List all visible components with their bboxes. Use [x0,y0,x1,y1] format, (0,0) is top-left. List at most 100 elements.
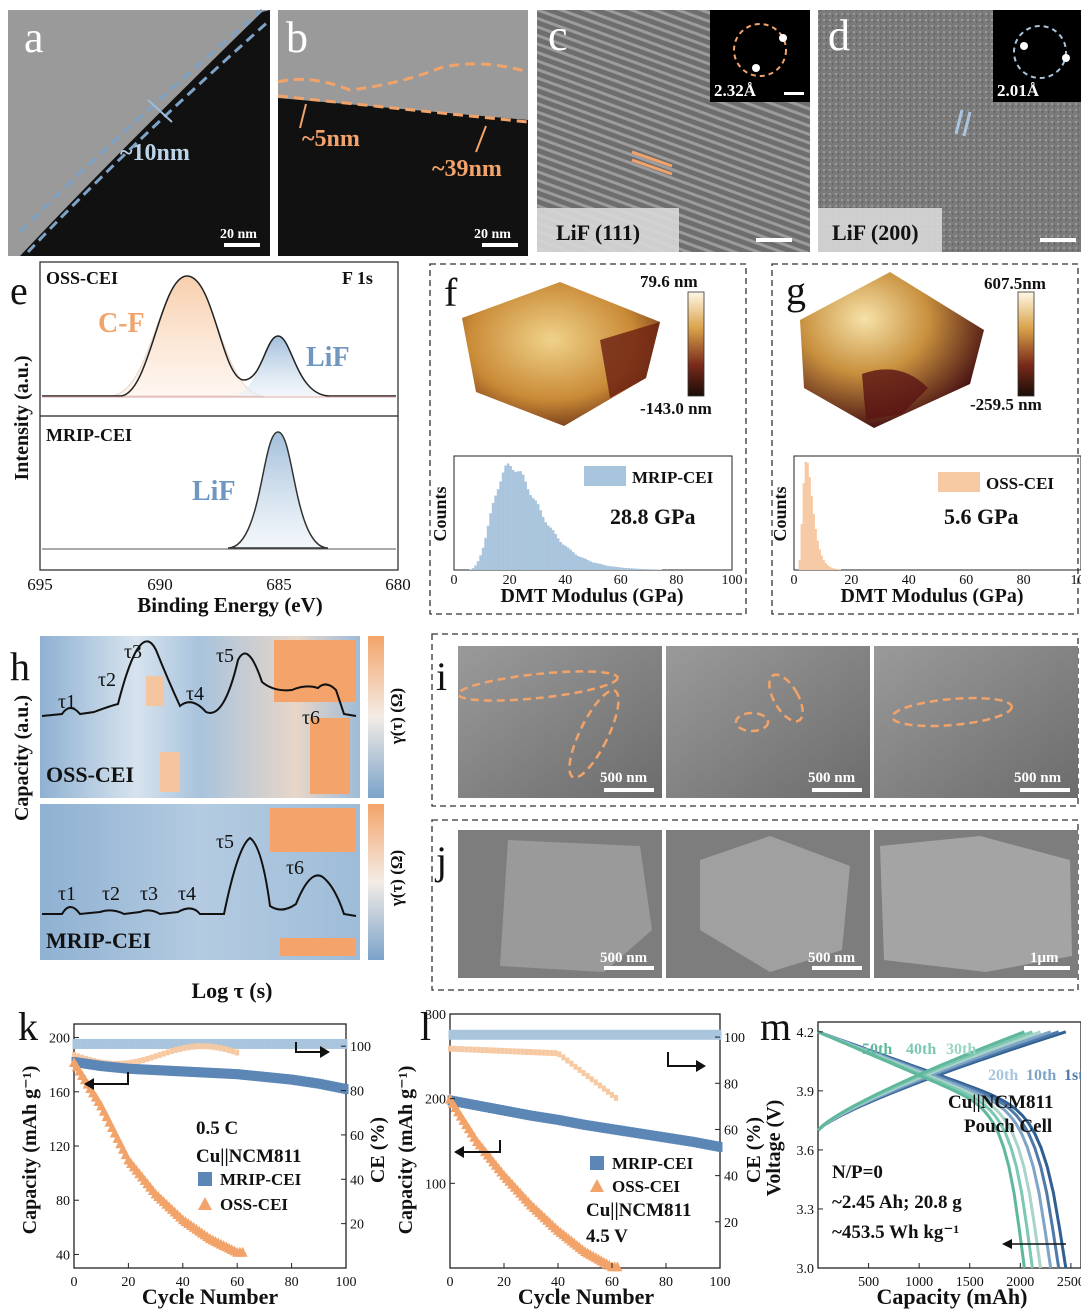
ce-point-mrip [459,1029,463,1040]
histogram-bar [802,483,805,570]
drt-curve-top [41,640,357,717]
ce-point-mrip [626,1029,630,1040]
x-tick: 60 [230,1275,244,1290]
ce-point-oss [227,1047,232,1054]
capacity-point-mrip [566,1116,572,1127]
ce-point-oss [533,1049,538,1056]
y-axis-label: Voltage (V) [763,1100,785,1196]
ce-point-mrip [707,1029,711,1040]
ce-point-oss [76,1053,81,1060]
y2-tick: 40 [350,1173,364,1188]
ce-point-mrip [107,1038,111,1049]
capacity-point-mrip [308,1077,314,1088]
arrow-b2 [475,125,487,153]
histogram-bar [629,568,633,570]
panel-letter: b [286,13,308,62]
histogram-bar [639,568,643,570]
color-bar-g [1017,291,1035,397]
ce-point-oss [504,1048,509,1055]
ce-point-mrip [118,1038,122,1049]
plane-label-box-d [818,208,942,252]
cbar-min-g: -259.5 nm [970,395,1042,414]
x-tick: 0 [451,573,458,588]
sample-label-top: OSS-CEI [46,762,134,787]
ce-point-mrip [339,1038,343,1049]
capacity-point-mrip [109,1062,115,1073]
ce-point-mrip [186,1038,190,1049]
ce-point-mrip [320,1038,324,1049]
histogram-bar [566,547,570,570]
ce-point-mrip [216,1038,220,1049]
tau-label: τ3 [124,641,142,663]
x-tick: 20 [503,573,517,588]
ce-point-oss [165,1049,170,1056]
capacity-point-mrip [82,1058,88,1069]
crack-highlight [768,673,804,723]
fringe-marker-c2 [631,158,673,176]
peak-label-lif-bottom: LiF [192,476,236,507]
legend-label-l1: MRIP-CEI [612,1154,694,1173]
scale-bar-j3 [1024,966,1070,970]
capacity-point-mrip [706,1139,712,1150]
cycle-label: 40th [906,1041,936,1058]
ce-point-oss [472,1046,477,1053]
capacity-point-mrip [463,1098,469,1109]
y2-tick: 60 [350,1129,364,1144]
legend-label-g: OSS-CEI [986,474,1054,493]
capacity-point-mrip [104,1061,110,1072]
cbar-max-f: 79.6 nm [640,272,698,291]
capacity-point-mrip [544,1113,550,1124]
histogram-bar [534,500,537,570]
ce-point-mrip [178,1038,182,1049]
ce-point-mrip [572,1029,576,1040]
cbar-label-bottom: γ(τ) (Ω) [387,850,406,907]
ce-point-mrip [675,1029,679,1040]
capacity-point-mrip [112,1062,118,1073]
sample-label-bottom: MRIP-CEI [46,928,151,953]
capacity-point-mrip [76,1057,82,1068]
legend-swatch-k2 [198,1197,212,1210]
y-tick: 80 [56,1194,70,1209]
histogram-bar [556,538,560,570]
ce-point-mrip [653,1029,657,1040]
capacity-point-mrip [316,1078,322,1089]
ce-point-mrip [281,1038,285,1049]
capacity-point-mrip [625,1126,631,1137]
ce-point-oss [157,1051,162,1058]
ce-point-mrip [524,1029,528,1040]
ce-point-mrip [575,1029,579,1040]
ce-point-oss [186,1044,191,1051]
scale-bar-label-j3: 1μm [1030,950,1059,966]
capacity-point-mrip [169,1065,175,1076]
capacity-point-mrip [515,1108,520,1119]
ce-point-mrip [265,1038,269,1049]
capacity-point-mrip [593,1121,599,1132]
capacity-point-mrip [174,1066,180,1077]
capacity-point-oss [612,1261,623,1272]
capacity-point-mrip [490,1103,496,1114]
ce-point-mrip [483,1029,487,1040]
histogram-bar [826,565,829,570]
capacity-point-mrip [207,1067,213,1078]
ce-point-mrip [618,1029,622,1040]
cell-label: Cu||NCM811 [196,1146,301,1167]
histogram-bar [514,471,517,570]
ce-point-mrip [162,1038,166,1049]
capacity-point-mrip [226,1068,232,1079]
panel-b: b ~5nm ~39nm 20 nm [277,10,529,256]
capacity-point-mrip [196,1067,202,1078]
ce-point-mrip [678,1029,681,1040]
peak-label-lif-top: LiF [306,342,350,373]
ce-point-mrip [235,1038,239,1049]
x-tick: 20 [497,1275,511,1290]
ce-point-mrip [656,1029,660,1040]
capacity-point-mrip [259,1071,265,1082]
capacity-point-mrip [617,1125,623,1136]
color-bar-f [687,291,705,397]
cei-outline-top-b [277,62,529,92]
capacity-point-mrip [289,1074,295,1085]
ce-point-oss [161,1050,166,1057]
histogram-bar [511,470,515,570]
capacity-point-mrip [652,1130,658,1141]
